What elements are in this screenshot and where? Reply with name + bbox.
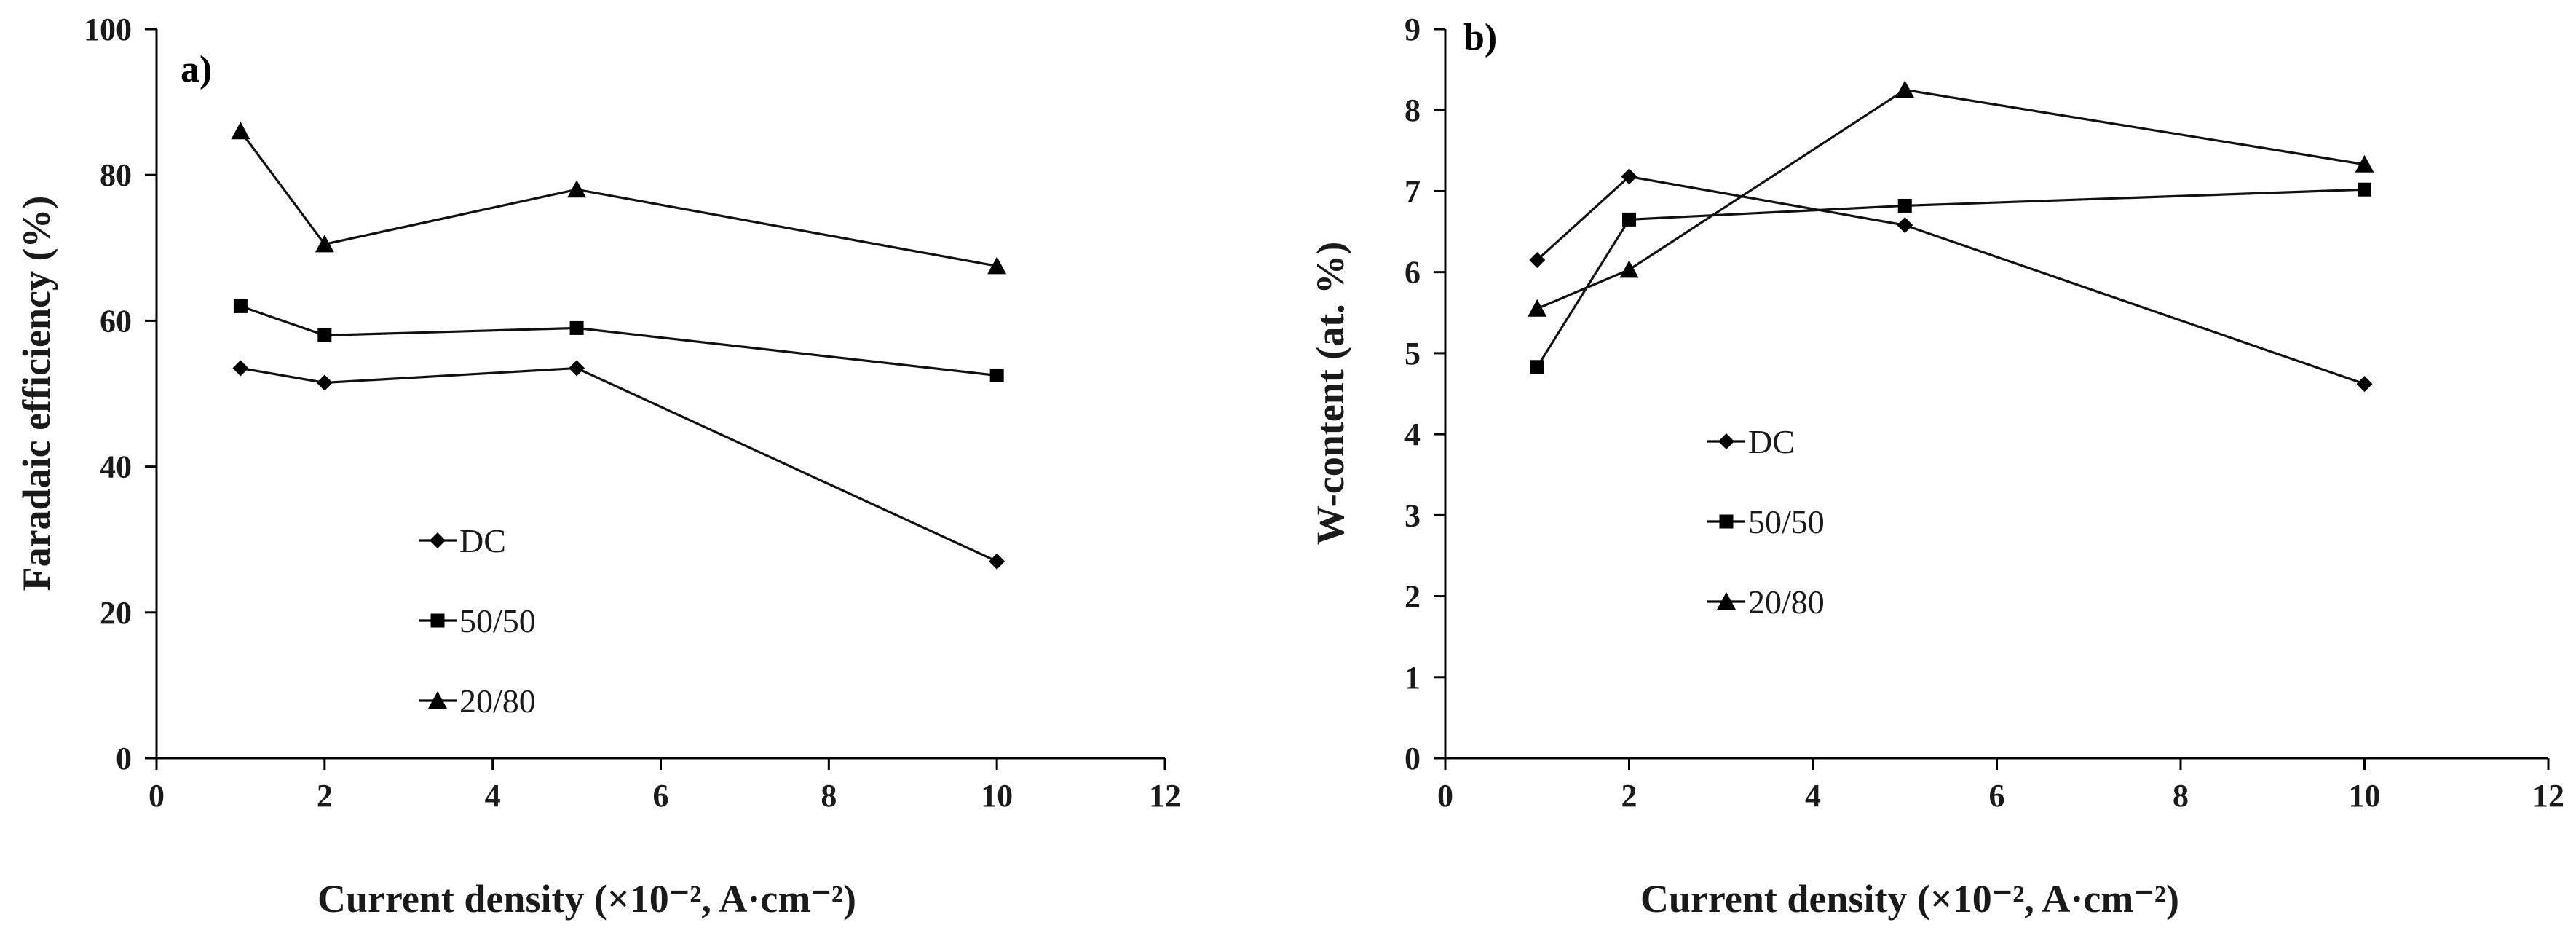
y-tick-label: 8 (1404, 92, 1421, 128)
legend-label-20-80: 20/80 (459, 682, 536, 720)
x-tick-label: 6 (653, 778, 669, 814)
x-tick-label: 8 (2173, 778, 2189, 814)
y-tick-label: 7 (1404, 173, 1421, 209)
legend-label-20-80: 20/80 (1748, 583, 1825, 621)
data-point-20-80 (1528, 299, 1547, 317)
legend-marker-20-80 (1717, 592, 1736, 610)
panel-a-faradaic-efficiency: a) Faradaic efficiency (%) Current densi… (15, 12, 1181, 921)
data-point-50-50 (317, 328, 332, 342)
x-tick-label: 4 (1805, 778, 1821, 814)
legend-marker-50-50 (1719, 514, 1734, 529)
legend-marker-dc (1718, 433, 1734, 449)
panel-b-w-content: b) W-content (at. %) Current density (×1… (1308, 12, 2564, 921)
legend-marker-dc (430, 532, 446, 548)
x-axis-title: Current density (×10⁻², A·cm⁻²) (317, 877, 856, 921)
y-tick-label: 5 (1404, 336, 1421, 371)
legend-label-50-50: 50/50 (1748, 503, 1825, 540)
legend-marker-20-80 (428, 691, 447, 709)
series-line-50-50 (1536, 188, 2365, 368)
x-tick-label: 8 (821, 778, 837, 814)
legend-label-50-50: 50/50 (459, 602, 536, 639)
data-point-dc (1621, 168, 1637, 185)
y-tick-label: 100 (84, 12, 132, 47)
data-point-50-50 (569, 320, 584, 335)
data-point-dc (569, 360, 585, 377)
x-tick-label: 0 (149, 778, 165, 814)
y-tick-label: 0 (116, 741, 132, 776)
y-tick-label: 3 (1404, 497, 1421, 533)
series-line-20-80 (240, 130, 997, 267)
legend-label-dc: DC (1748, 423, 1795, 460)
data-point-dc (232, 360, 249, 377)
data-point-50-50 (1530, 360, 1544, 374)
data-point-50-50 (233, 299, 248, 313)
data-point-20-80 (1895, 80, 1915, 98)
panel-label: b) (1463, 17, 1497, 58)
legend-label-dc: DC (459, 522, 506, 559)
series-line-20-80 (1536, 88, 2365, 310)
data-point-dc (989, 553, 1005, 570)
y-tick-label: 6 (1404, 255, 1421, 291)
series-line-50-50 (240, 304, 997, 377)
panel-label: a) (181, 49, 212, 90)
data-point-dc (316, 374, 333, 391)
legend: DC 50/50 20/80 (419, 522, 536, 720)
x-axis-title: Current density (×10⁻², A·cm⁻²) (1640, 877, 2179, 921)
series-group (231, 122, 1007, 570)
y-tick-label: 80 (100, 157, 132, 193)
data-point-dc (1529, 251, 1546, 268)
y-tick-label: 60 (100, 303, 132, 339)
data-point-20-80 (1619, 260, 1639, 278)
y-tick-label: 2 (1404, 579, 1421, 615)
x-tick-label: 0 (1437, 778, 1453, 814)
legend: DC 50/50 20/80 (1707, 423, 1825, 621)
data-point-dc (1897, 217, 1913, 234)
x-tick-label: 12 (1149, 778, 1181, 814)
data-point-50-50 (2358, 182, 2371, 197)
data-point-20-80 (987, 256, 1007, 275)
x-tick-label: 10 (981, 778, 1013, 814)
y-axis-title: W-content (at. %) (1308, 242, 1352, 545)
x-tick-label: 4 (485, 778, 501, 814)
data-point-20-80 (315, 235, 334, 253)
y-tick-label: 20 (100, 595, 132, 631)
series-line-dc (1536, 175, 2366, 385)
data-point-50-50 (1622, 212, 1636, 227)
y-tick-label: 40 (100, 449, 132, 485)
x-tick-label: 2 (317, 778, 333, 814)
y-axis-title: Faradaic efficiency (%) (15, 196, 58, 591)
legend-marker-50-50 (430, 613, 445, 628)
series-line-dc (240, 366, 997, 563)
data-point-20-80 (2355, 154, 2374, 173)
y-tick-label: 1 (1404, 660, 1421, 696)
series-group (1528, 80, 2374, 393)
y-tick-label: 9 (1404, 12, 1421, 47)
x-tick-label: 2 (1621, 778, 1637, 814)
y-tick-label: 4 (1404, 417, 1421, 452)
data-point-50-50 (1897, 198, 1912, 213)
data-point-20-80 (231, 122, 250, 140)
data-point-dc (2356, 376, 2373, 393)
data-point-50-50 (989, 368, 1004, 382)
x-tick-label: 10 (2349, 778, 2381, 814)
x-tick-label: 12 (2532, 778, 2564, 814)
x-tick-label: 6 (1989, 778, 2005, 814)
y-tick-label: 0 (1404, 741, 1421, 776)
data-point-20-80 (567, 180, 587, 198)
axis-ticks: 0 2 4 6 8 10 12 0 20 40 60 80 100 (84, 12, 1181, 814)
